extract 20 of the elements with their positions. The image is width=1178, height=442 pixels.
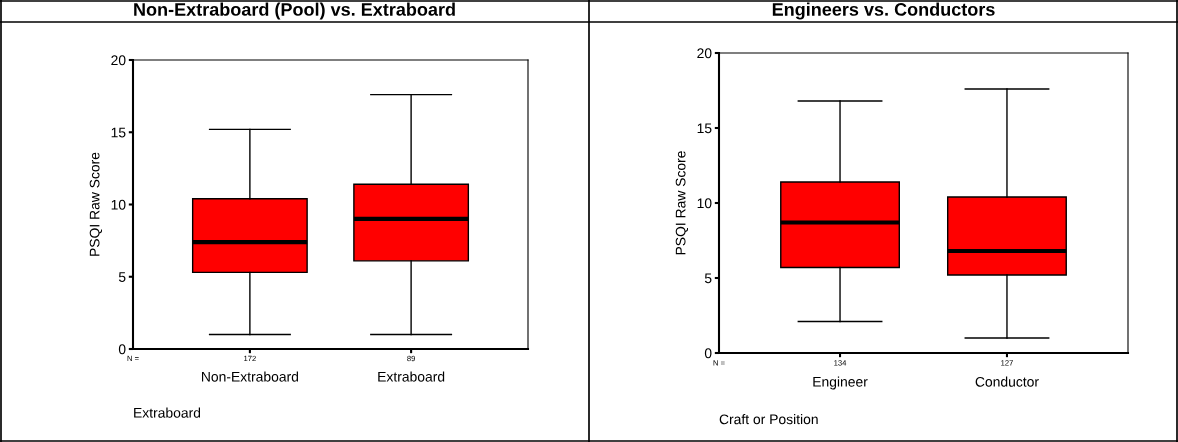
y-tick-label: 0 [118,344,126,355]
y-tick-label: 20 [111,55,126,66]
y-tick-label: 15 [111,127,126,138]
x-tick-label: Conductor [975,376,1039,387]
x-axis-title: Craft or Position [719,414,818,425]
y-axis-title: PSQI Raw Score [89,152,103,256]
chart-title: Engineers vs. Conductors [772,2,995,20]
y-tick-label: 15 [697,123,712,134]
x-tick-label: Engineer [813,376,868,390]
y-tick-label: 10 [111,199,126,210]
y-tick-label: 5 [704,273,712,284]
y-axis-title: PSQI Raw Score [675,151,689,255]
y-tick-label: 10 [697,198,712,209]
x-tick-label: Extraboard [378,371,445,382]
y-tick-label: 5 [118,272,126,282]
y-tick-label: 20 [697,48,712,59]
x-axis-title: Extraboard [134,407,201,418]
x-tick-label: Non-Extraboard [202,371,299,382]
y-tick-label: 0 [704,348,712,359]
chart-title: Non-Extraboard (Pool) vs. Extraboard [134,2,455,20]
